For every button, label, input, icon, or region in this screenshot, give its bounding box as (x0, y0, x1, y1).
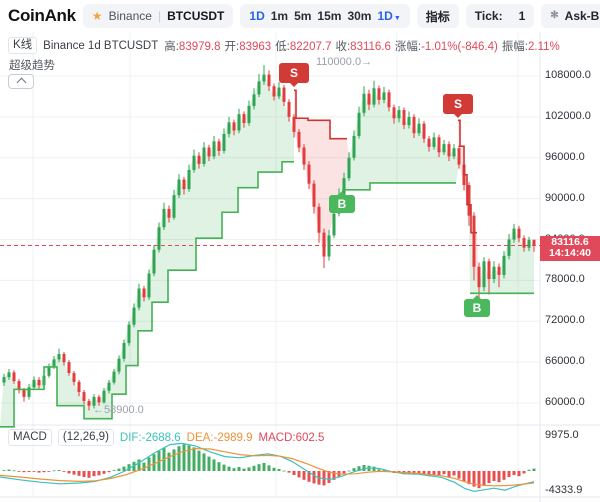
timeframe-1m[interactable]: 1m (270, 9, 289, 23)
askbid-label: Ask-Bid Cluster (564, 9, 600, 23)
sell-signal-marker: S (443, 93, 473, 118)
timeframe-selector: 1D 1m 5m 15m 30m 1D▼ (240, 4, 410, 28)
timeframe-5m[interactable]: 5m (294, 9, 312, 23)
macd-axis-max: 9975.0 (545, 429, 579, 441)
macd-dif-value: DIF:-2688.6 (119, 431, 181, 444)
chevron-down-icon: ▼ (393, 15, 401, 22)
ohlc-value: -1.01%(-846.4) (421, 40, 498, 53)
price-axis-label: 72000.0 (545, 314, 585, 327)
macd-params: (12,26,9) (57, 429, 114, 446)
price-axis-label: 102000.0 (545, 109, 591, 122)
tick-value: 1 (518, 9, 526, 23)
divider: | (157, 9, 162, 23)
symbol-selector[interactable]: ★ Binance | BTCUSDT (82, 4, 234, 28)
ohlc-value: 83979.8 (178, 40, 221, 53)
cluster-icon: ✻ (550, 10, 559, 21)
macd-dea-value: DEA:-2989.9 (186, 431, 253, 444)
chevron-up-icon (16, 77, 26, 88)
price-axis-label: 60000.0 (545, 396, 585, 408)
ohlc-label: 低: (275, 40, 290, 53)
price-level-annotation: ←58900.0 (93, 404, 144, 417)
timeframe-30m[interactable]: 30m (347, 9, 372, 23)
exchange-label: Binance (108, 9, 152, 23)
ohlc-label: 收: (335, 40, 351, 53)
candle-countdown: 14:14:40 (548, 247, 592, 260)
symbol-label: BTCUSDT (167, 9, 225, 23)
ohlc-value: 83963 (239, 40, 272, 53)
last-price: 83116.6 (551, 235, 589, 248)
macd-hist-value: MACD:602.5 (258, 431, 325, 444)
ohlc-label: 开: (224, 40, 240, 53)
price-axis-label: 96000.0 (545, 150, 585, 163)
kline-chip: K线 (8, 37, 38, 54)
last-price-badge: 83116.6 14:14:40 (540, 235, 600, 261)
timeframe-15m[interactable]: 15m (317, 9, 342, 23)
macd-legend: MACD (12,26,9) DIF:-2688.6 DEA:-2989.9 M… (8, 429, 324, 446)
tick-control[interactable]: Tick: 1 (465, 4, 535, 28)
kline-legend: K线 Binance 1d BTCUSDT 高:83979.8 开:83963 低:… (8, 37, 564, 54)
price-level-annotation: 110000.0→ (316, 56, 373, 69)
ohlc-value: 2.11% (528, 40, 560, 53)
app-header: CoinAnk ★ Binance | BTCUSDT 1D 1m 5m 15m 30m… (0, 0, 600, 32)
series-label: Binance 1d BTCUSDT (43, 39, 159, 52)
price-axis-label: 66000.0 (545, 355, 585, 368)
indicators-button[interactable]: 指标 (416, 4, 459, 28)
price-axis-label: 90000.0 (545, 191, 585, 204)
ohlc-label: 高: (164, 40, 179, 53)
ohlc-value: 82207.7 (289, 40, 332, 53)
macd-axis-min: -4333.9 (545, 484, 583, 496)
timeframe-1d[interactable]: 1D (249, 9, 265, 23)
ohlc-label: 振幅: (501, 40, 529, 53)
tick-label: Tick: (474, 9, 503, 23)
askbid-cluster-button[interactable]: ✻ Ask-Bid Cluster (541, 4, 600, 28)
collapse-indicator-button[interactable] (8, 74, 34, 89)
star-icon[interactable]: ★ (91, 9, 103, 23)
app-logo[interactable]: CoinAnk (8, 6, 76, 25)
ohlc-values: 高:83979.8 开:83963 低:82207.7 收:83116.6 涨幅:-1.… (164, 38, 564, 54)
ohlc-value: 83116.6 (350, 40, 391, 53)
ohlc-label: 涨幅: (394, 40, 422, 53)
timeframe-1d[interactable]: 1D▼ (377, 9, 401, 23)
buy-signal-marker: B (329, 191, 355, 214)
price-axis-label: 78000.0 (545, 273, 585, 286)
sell-signal-marker: S (279, 63, 309, 88)
macd-title: MACD (8, 429, 52, 446)
buy-signal-marker: B (464, 294, 490, 317)
supertrend-legend: 超级趋势 (9, 60, 55, 72)
price-axis-label: 108000.0 (545, 69, 591, 81)
